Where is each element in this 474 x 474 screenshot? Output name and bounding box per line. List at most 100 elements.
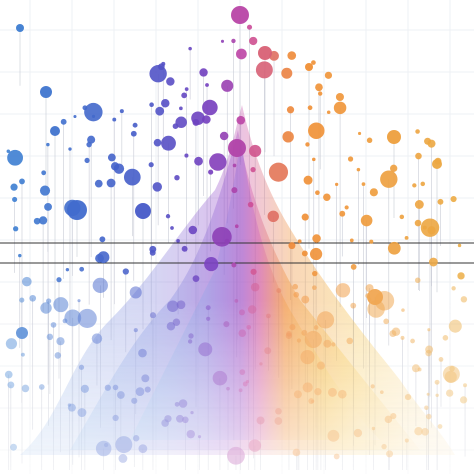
dot [315, 190, 320, 196]
dot [65, 267, 70, 272]
dot [232, 163, 237, 168]
dot [155, 106, 165, 116]
dot [131, 397, 138, 404]
dot [450, 195, 457, 203]
dot [212, 370, 228, 386]
dot [112, 117, 117, 122]
dot [227, 446, 245, 465]
dot [174, 401, 180, 407]
dot [384, 415, 393, 424]
dot [165, 214, 171, 219]
dot [231, 38, 236, 44]
dot [104, 384, 111, 391]
dot [149, 312, 157, 319]
dot [264, 347, 272, 355]
dot [401, 308, 405, 312]
dot [448, 319, 462, 333]
dot [123, 168, 141, 186]
dot [236, 48, 247, 60]
dot [84, 102, 103, 122]
dot [267, 210, 279, 223]
dot [64, 309, 82, 327]
dot [411, 364, 420, 373]
dot [414, 426, 423, 436]
dot [6, 149, 11, 153]
dot [420, 181, 426, 187]
dot [149, 102, 154, 108]
dot [308, 122, 325, 139]
dot [184, 153, 189, 158]
dot [208, 169, 214, 175]
dot [305, 142, 310, 147]
dot [293, 390, 302, 399]
dot [445, 389, 454, 397]
dot [404, 393, 412, 401]
dot [427, 139, 436, 148]
dot [414, 200, 424, 209]
dot [50, 322, 57, 328]
dot [4, 370, 13, 379]
dot [248, 439, 262, 452]
dot [333, 101, 347, 115]
dot [344, 205, 349, 210]
dot [287, 51, 297, 60]
dot [361, 182, 366, 186]
dot [324, 71, 333, 79]
dot [118, 454, 128, 463]
dot [67, 403, 76, 412]
dot [379, 390, 384, 394]
dot [350, 264, 357, 270]
dot [400, 335, 405, 340]
dot [20, 352, 25, 357]
dot [84, 157, 90, 164]
dot [13, 226, 19, 232]
dot [415, 129, 420, 134]
dot [178, 399, 188, 408]
dot [451, 286, 456, 291]
dot [309, 247, 323, 261]
dot [303, 175, 313, 185]
dot [122, 268, 129, 275]
dot [412, 183, 417, 188]
dot [112, 384, 119, 391]
dot [250, 268, 257, 275]
dot [312, 234, 321, 243]
dot [301, 329, 308, 336]
dot [246, 324, 252, 330]
dot [308, 398, 315, 404]
dot [113, 163, 125, 174]
dot [106, 178, 116, 188]
dot [21, 384, 30, 393]
dot [56, 337, 65, 346]
dot [256, 416, 265, 425]
dot [176, 239, 180, 243]
dot [289, 324, 296, 331]
dot [86, 141, 92, 148]
dot [350, 302, 357, 309]
dot [179, 106, 183, 111]
dot [301, 295, 310, 304]
dot [250, 282, 260, 292]
dot [95, 440, 112, 457]
dot [202, 115, 211, 124]
dot [19, 178, 25, 185]
dot [312, 157, 316, 162]
dot [255, 61, 273, 79]
dot [231, 262, 237, 268]
dot [425, 345, 434, 354]
dot [315, 83, 323, 92]
dot [141, 374, 150, 383]
dot [79, 266, 85, 272]
dot [293, 291, 300, 298]
dot [288, 242, 296, 250]
dot [115, 436, 133, 454]
dot [22, 276, 32, 287]
dot [380, 170, 398, 188]
dot [161, 98, 170, 108]
dot [176, 300, 186, 310]
dot [87, 135, 96, 144]
dot [181, 92, 188, 99]
dot [181, 245, 188, 252]
dot [404, 438, 409, 443]
